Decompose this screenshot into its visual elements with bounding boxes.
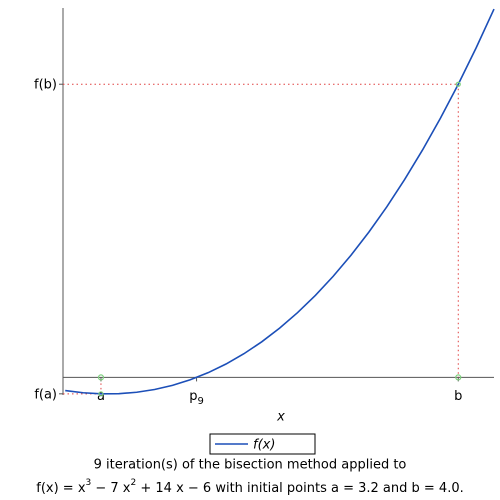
caption-part: + 14 x − 6 with initial points a = 3.2 a… xyxy=(136,481,463,496)
caption-line2: f(x) = x3 − 7 x2 + 14 x − 6 with initial… xyxy=(36,478,463,496)
x-axis-label: x xyxy=(276,410,285,425)
x-tick-sub: 9 xyxy=(198,396,204,407)
caption-part: f(x) = x xyxy=(36,481,86,496)
legend-label: f(x) xyxy=(253,438,275,453)
endpoint-marker xyxy=(455,374,462,381)
function-marker xyxy=(455,81,461,87)
x-tick-text: b xyxy=(454,389,462,404)
endpoint-marker xyxy=(97,374,105,381)
x-tick-text: p xyxy=(189,389,197,404)
y-tick-label: f(b) xyxy=(34,78,57,93)
x-tick-label: p9 xyxy=(189,389,204,408)
caption-sup: 3 xyxy=(86,478,92,488)
caption-line1: 9 iteration(s) of the bisection method a… xyxy=(94,458,407,473)
x-tick-label: b xyxy=(454,389,462,404)
legend-box xyxy=(209,433,316,455)
function-marker xyxy=(98,391,104,397)
caption-sup: 2 xyxy=(131,478,137,488)
y-tick-label: f(a) xyxy=(34,387,57,402)
series-line xyxy=(65,8,495,395)
caption-part: − 7 x xyxy=(91,481,131,496)
